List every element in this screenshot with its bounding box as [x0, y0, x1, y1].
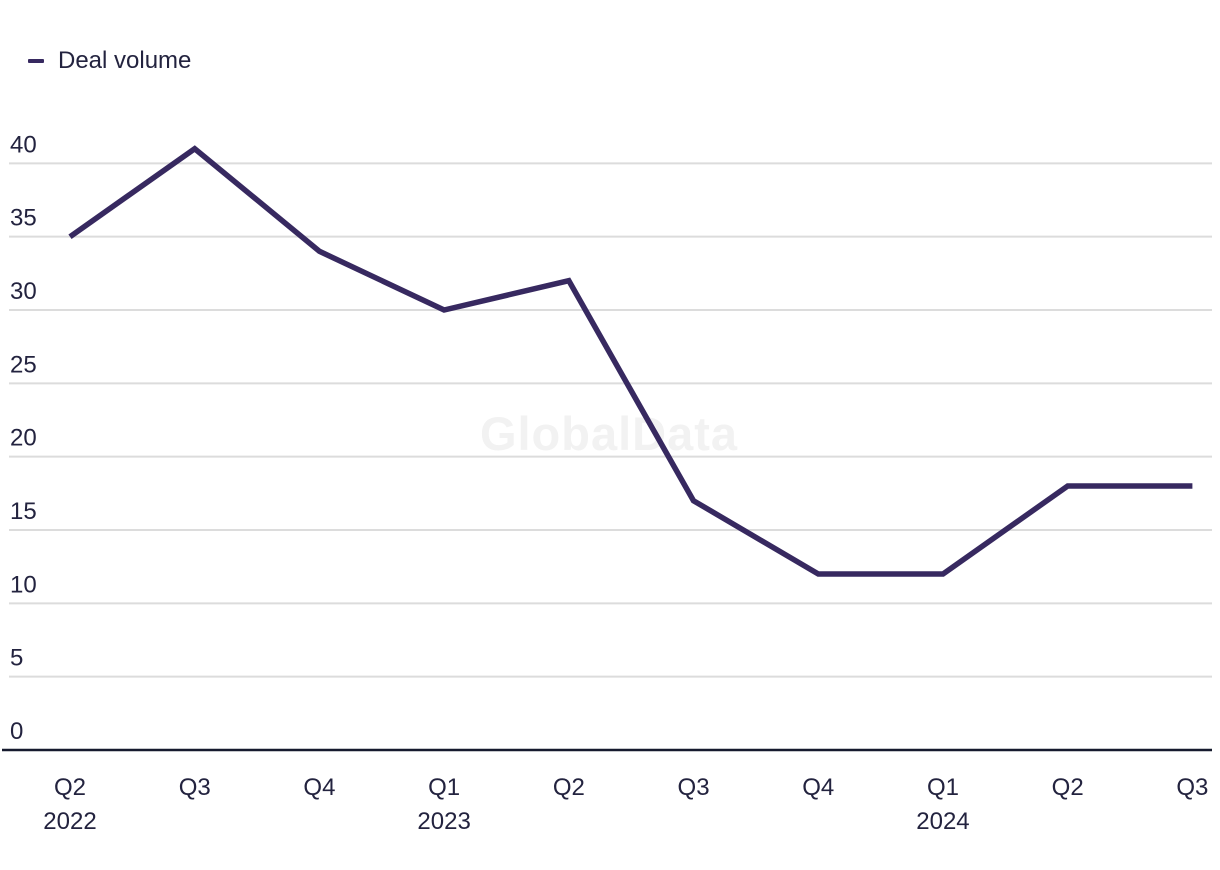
x-axis-year-label: 2022 — [43, 808, 96, 835]
legend-item-deal-volume[interactable]: Deal volume — [28, 47, 191, 75]
x-axis-tick-label: Q1 — [428, 774, 460, 801]
x-axis-tick-label: Q1 — [927, 774, 959, 801]
y-axis-tick-label: 5 — [10, 645, 23, 672]
legend-line-swatch — [28, 59, 44, 63]
x-axis-tick-label: Q3 — [678, 774, 710, 801]
x-axis-labels-group: Q2 2022 Q3 Q4 Q1 2023 Q2 Q3 Q4 Q1 2024 Q2 Q3 — [43, 774, 1208, 835]
legend: Deal volume — [28, 47, 191, 75]
y-axis-tick-label: 40 — [10, 131, 37, 158]
x-axis-tick-label: Q2 — [553, 774, 585, 801]
x-axis-year-label: 2023 — [417, 808, 470, 835]
globaldata-watermark: GlobalData — [480, 407, 738, 460]
x-axis-tick-label: Q4 — [802, 774, 834, 801]
x-axis-tick-label: Q2 — [54, 774, 86, 801]
y-axis-tick-label: 30 — [10, 278, 37, 305]
legend-label: Deal volume — [58, 47, 192, 74]
y-axis-tick-label: 10 — [10, 571, 37, 598]
y-axis-labels-group: 0 5 10 15 20 25 30 35 40 — [10, 131, 37, 745]
x-axis-year-label: 2024 — [916, 808, 969, 835]
y-axis-tick-label: 15 — [10, 498, 37, 525]
y-axis-tick-label: 35 — [10, 205, 37, 232]
y-axis-tick-label: 20 — [10, 425, 37, 452]
deal-volume-line — [68, 145, 1193, 577]
y-axis-tick-label: 25 — [10, 351, 37, 378]
gridlines-group — [2, 162, 1212, 752]
x-axis-tick-label: Q3 — [179, 774, 211, 801]
x-axis-tick-label: Q2 — [1052, 774, 1084, 801]
x-axis-tick-label: Q3 — [1176, 774, 1208, 801]
x-axis-tick-label: Q4 — [303, 774, 335, 801]
y-axis-tick-label: 0 — [10, 718, 23, 745]
